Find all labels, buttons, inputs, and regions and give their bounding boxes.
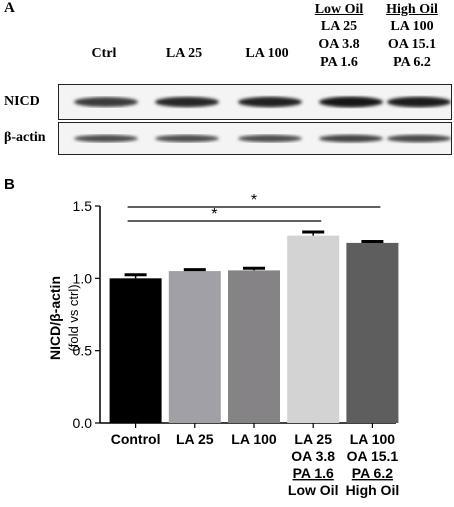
condition-line: LA 25 <box>320 19 358 34</box>
x-tick-label: LA 25 <box>294 431 332 447</box>
significance-marker: * <box>211 206 217 223</box>
bar <box>287 235 340 423</box>
bar <box>346 242 399 423</box>
lane-label-la25: LA 25 <box>165 46 203 61</box>
y-tick-label: 1.0 <box>73 270 93 286</box>
condition-line: PA 1.6 <box>320 55 358 70</box>
y-tick-label: 1.5 <box>73 198 93 214</box>
blot-band <box>387 134 451 143</box>
x-tick-label: PA 1.6 <box>293 465 334 481</box>
condition-line: LA 100 <box>390 19 434 34</box>
blot-band <box>319 134 383 143</box>
condition-line: OA 15.1 <box>387 37 437 52</box>
blot-band <box>155 134 219 143</box>
x-tick-label: LA 100 <box>350 431 396 447</box>
blot-band <box>238 134 302 143</box>
bar <box>109 278 162 423</box>
x-tick-label: Low Oil <box>288 482 339 498</box>
blot-band <box>319 96 383 108</box>
blot-band <box>74 97 138 107</box>
blot-row-label-nicd: NICD <box>4 94 40 109</box>
blot-band <box>387 96 451 108</box>
group-high-oil: High Oil LA 100 OA 15.1 PA 6.2 <box>372 2 452 72</box>
y-tick-label: 0.5 <box>73 343 93 359</box>
bar <box>168 271 221 423</box>
significance-marker: * <box>251 192 257 209</box>
panel-a-letter: A <box>4 0 15 16</box>
x-tick-label: OA 15.1 <box>347 448 399 464</box>
group-title-high-oil: High Oil <box>386 2 438 17</box>
bar <box>228 270 280 423</box>
lane-label-ctrl: Ctrl <box>91 46 117 61</box>
group-low-oil: Low Oil LA 25 OA 3.8 PA 1.6 <box>300 2 378 72</box>
panel-b-letter: B <box>4 176 15 193</box>
lane-label-la100: LA 100 <box>245 46 289 61</box>
x-tick-label: OA 3.8 <box>291 448 335 464</box>
condition-line: PA 6.2 <box>393 55 431 70</box>
blot-bands-actin <box>74 134 451 143</box>
x-tick-label: Control <box>111 431 161 447</box>
x-tick-label: LA 25 <box>176 431 214 447</box>
x-tick-label: High Oil <box>346 482 400 498</box>
y-tick-label: 0.0 <box>73 415 93 431</box>
y-axis-sublabel: (fold vs ctrl) <box>66 284 81 351</box>
x-tick-label: PA 6.2 <box>352 465 393 481</box>
blot-band <box>74 134 138 143</box>
condition-line: OA 3.8 <box>318 37 360 52</box>
group-title-low-oil: Low Oil <box>314 2 364 17</box>
blot-strip-actin <box>58 122 452 155</box>
y-axis-label: NICD/β-actin <box>47 276 63 360</box>
blot-band <box>238 96 302 108</box>
blot-band <box>155 96 219 108</box>
blot-row-label-actin: β-actin <box>4 130 46 145</box>
x-tick-label: LA 100 <box>231 431 277 447</box>
blot-strip-nicd <box>58 84 452 120</box>
blot-bands-nicd <box>74 96 451 108</box>
